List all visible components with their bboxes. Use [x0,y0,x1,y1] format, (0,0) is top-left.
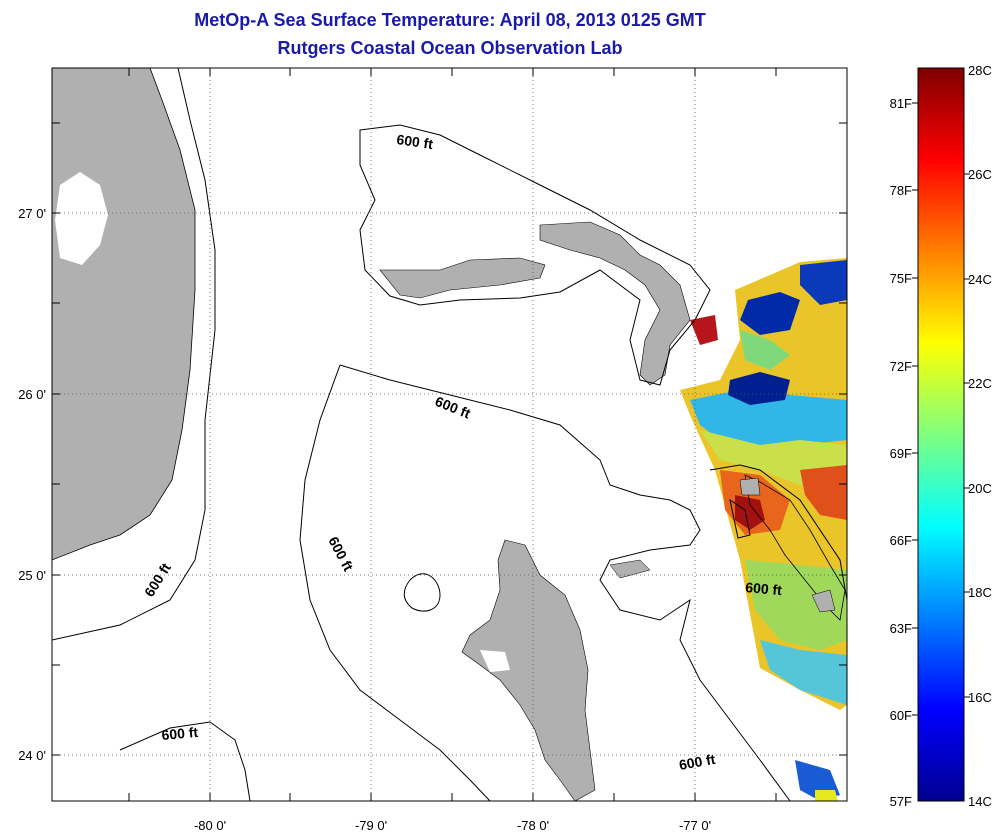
colorbar-c-20: 20C [968,481,992,496]
grand-bahama-land [379,257,546,299]
colorbar-c-24: 24C [968,272,992,287]
colorbar-c-26: 26C [968,167,992,182]
abaco-land [539,221,691,386]
colorbar-f-66: 66F [890,533,912,548]
lon-label-77: -77 0' [679,818,711,833]
colorbar-f-69: 69F [890,446,912,461]
map-title: MetOp-A Sea Surface Temperature: April 0… [194,10,706,30]
colorbar-c-22: 22C [968,376,992,391]
lat-label-25: 25 0' [18,568,46,583]
andros-land [461,539,596,801]
eleuthera-outline [744,474,846,621]
lat-label-26: 26 0' [18,387,46,402]
lat-label-24: 24 0' [18,748,46,763]
contour-label-7: 600 ft [745,579,783,598]
map-frame [51,67,848,802]
contour-label-6: 600 ft [678,751,717,773]
lon-label-80: -80 0' [194,818,226,833]
lon-label-78: -78 0' [517,818,549,833]
map-ticks [52,68,847,801]
colorbar-c-18: 18C [968,585,992,600]
colorbar-f-72: 72F [890,359,912,374]
contour-label-1: 600 ft [396,131,435,152]
colorbar-f-63: 63F [890,621,912,636]
colorbar-f-60: 60F [890,708,912,723]
lat-label-27: 27 0' [18,206,46,221]
colorbar-c-16: 16C [968,690,992,705]
map-subtitle: Rutgers Coastal Ocean Observation Lab [277,38,623,58]
isobath-600ft [52,68,847,801]
colorbar-c-28: 28C [968,63,992,78]
colorbar-f-57: 57F [890,794,912,809]
colorbar-c-14: 14C [968,794,992,809]
colorbar-f-75: 75F [890,271,912,286]
lat-lon-grid [52,68,847,801]
lake-okeechobee [55,172,108,265]
contour-label-5: 600 ft [161,724,199,743]
lon-label-79: -79 0' [355,818,387,833]
temperature-colorbar [917,67,965,802]
colorbar-f-81: 81F [890,96,912,111]
colorbar-f-78: 78F [890,183,912,198]
